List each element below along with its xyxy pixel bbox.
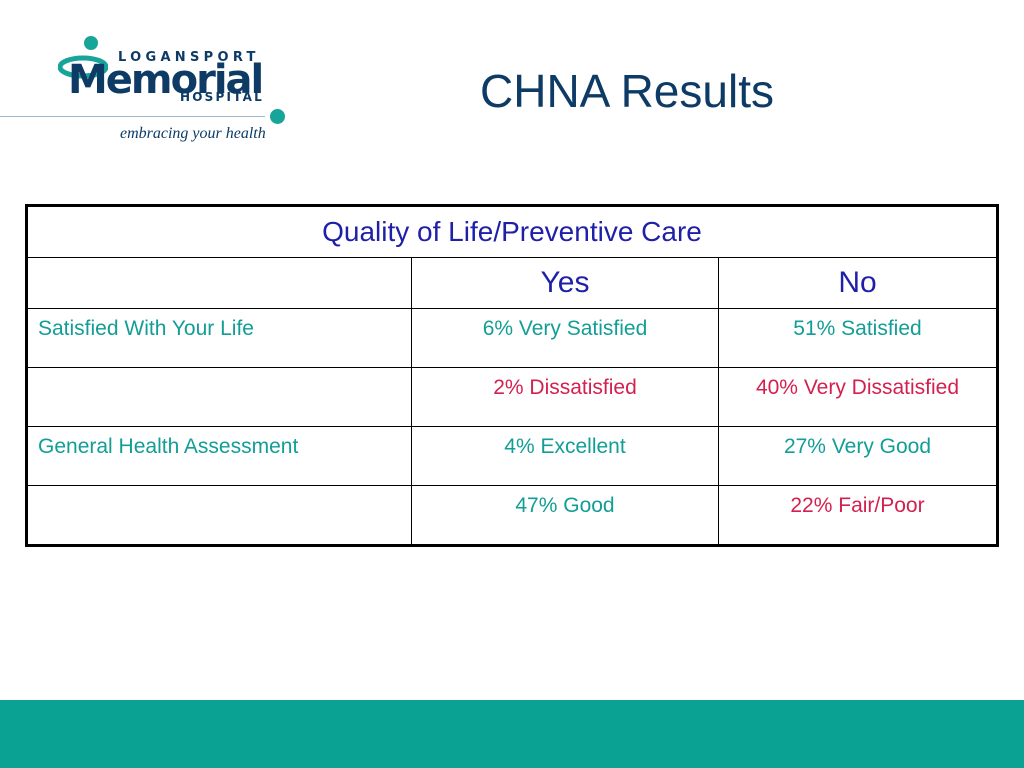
yes-cell: 47% Good: [411, 485, 719, 546]
logo-dot-icon: [270, 109, 285, 124]
table-row: Satisfied With Your Life 6% Very Satisfi…: [26, 308, 998, 368]
row-label: [26, 485, 412, 546]
row-label: Satisfied With Your Life: [26, 308, 412, 368]
table-row: 2% Dissatisfied 40% Very Dissatisfied: [26, 367, 998, 427]
table-row: General Health Assessment 4% Excellent 2…: [26, 426, 998, 486]
table-caption: Quality of Life/Preventive Care: [26, 205, 998, 258]
footer-bar: [0, 700, 1024, 768]
hospital-logo: LOGANSPORT Memorial HOSPITAL embracing y…: [0, 30, 300, 150]
logo-top-text: LOGANSPORT: [118, 50, 260, 65]
no-cell: 51% Satisfied: [718, 308, 998, 368]
no-cell: 22% Fair/Poor: [718, 485, 998, 546]
no-cell: 40% Very Dissatisfied: [718, 367, 998, 427]
results-table: Quality of Life/Preventive Care Yes No S…: [25, 204, 999, 547]
table-header-row: Yes No: [26, 257, 998, 309]
no-cell: 27% Very Good: [718, 426, 998, 486]
yes-cell: 2% Dissatisfied: [411, 367, 719, 427]
logo-tagline: embracing your health: [120, 125, 266, 142]
row-label: [26, 367, 412, 427]
yes-cell: 6% Very Satisfied: [411, 308, 719, 368]
column-header-no: No: [718, 257, 998, 309]
column-header-empty: [26, 257, 412, 309]
logo-bottom-text: HOSPITAL: [180, 90, 264, 104]
row-label: General Health Assessment: [26, 426, 412, 486]
table-row: 47% Good 22% Fair/Poor: [26, 485, 998, 546]
page-title: CHNA Results: [480, 65, 774, 117]
table-caption-row: Quality of Life/Preventive Care: [26, 205, 998, 258]
yes-cell: 4% Excellent: [411, 426, 719, 486]
column-header-yes: Yes: [411, 257, 719, 309]
logo-main-text: Memorial: [68, 57, 264, 103]
person-figure-icon: [58, 36, 108, 79]
logo-divider: [0, 116, 265, 117]
